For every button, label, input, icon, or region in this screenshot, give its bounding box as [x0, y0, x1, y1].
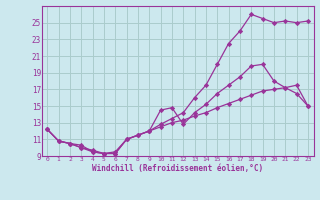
X-axis label: Windchill (Refroidissement éolien,°C): Windchill (Refroidissement éolien,°C) — [92, 164, 263, 173]
